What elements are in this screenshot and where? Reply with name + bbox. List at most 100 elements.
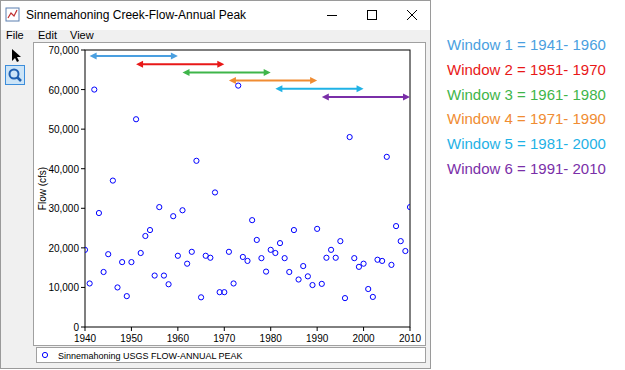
data-point <box>398 239 403 244</box>
x-tick-label: 1940 <box>74 333 97 344</box>
x-tick-label: 2010 <box>399 333 422 344</box>
y-tick <box>81 208 85 209</box>
window-label: Window 2 = 1951- 1970 <box>447 61 606 78</box>
arrow-shaft <box>232 80 314 82</box>
data-point <box>212 190 217 195</box>
close-button[interactable] <box>407 10 417 20</box>
data-point <box>347 134 352 139</box>
data-point <box>161 273 166 278</box>
data-point <box>106 252 111 257</box>
menu-item[interactable]: View <box>70 29 94 41</box>
arrow-head <box>310 77 317 84</box>
y-tick-label: 20,000 <box>48 243 79 254</box>
maximize-button[interactable] <box>368 11 377 20</box>
window-arrow <box>136 61 224 68</box>
y-tick <box>81 89 85 90</box>
arrow-head <box>136 61 143 68</box>
data-point <box>273 250 278 255</box>
y-tick-label: 50,000 <box>48 124 79 135</box>
data-point <box>115 285 120 290</box>
arrow-shaft <box>93 55 175 57</box>
data-point <box>319 281 324 286</box>
data-point <box>370 294 375 299</box>
chart-panel <box>34 43 426 346</box>
data-point <box>407 204 410 209</box>
minimize-button[interactable] <box>327 15 337 16</box>
data-point <box>254 237 259 242</box>
data-point <box>277 241 282 246</box>
close-line <box>407 10 417 20</box>
app-icon <box>6 8 19 21</box>
pointer-icon <box>12 49 21 62</box>
app-icon-line <box>8 10 17 18</box>
arrow-shaft <box>139 63 221 65</box>
data-point <box>250 218 255 223</box>
y-tick-label: 40,000 <box>48 164 79 175</box>
window-arrow <box>275 85 363 92</box>
data-point <box>180 208 185 213</box>
y-tick-label: 70,000 <box>48 45 79 56</box>
data-point <box>245 258 250 263</box>
data-point <box>175 253 180 258</box>
y-tick-label: 10,000 <box>48 282 79 293</box>
arrow-head <box>275 85 282 92</box>
data-point <box>231 281 236 286</box>
y-tick <box>81 247 85 248</box>
data-point <box>296 277 301 282</box>
data-point <box>301 263 306 268</box>
x-tick <box>85 327 86 331</box>
menu-item[interactable]: File <box>6 29 24 41</box>
data-point <box>268 247 273 252</box>
data-point <box>338 239 343 244</box>
data-point <box>324 255 329 260</box>
data-point <box>259 256 264 261</box>
data-point <box>352 256 357 261</box>
arrow-shaft <box>278 88 360 90</box>
y-tick <box>81 327 85 328</box>
menu-item[interactable]: Edit <box>38 29 57 41</box>
x-tick <box>177 327 178 331</box>
data-point <box>208 255 213 260</box>
data-point <box>143 233 148 238</box>
window-label: Window 5 = 1981- 2000 <box>447 135 606 152</box>
data-point <box>328 247 333 252</box>
arrow-head <box>322 94 329 101</box>
data-point <box>110 178 115 183</box>
data-point <box>389 262 394 267</box>
plot-area <box>85 83 410 301</box>
title-bar <box>1 1 430 30</box>
x-tick-label: 1980 <box>260 333 283 344</box>
x-tick <box>317 327 318 331</box>
y-tick <box>81 50 85 51</box>
data-point <box>380 258 385 263</box>
arrow-head <box>264 69 271 76</box>
data-point <box>236 83 241 88</box>
data-point <box>263 269 268 274</box>
data-point <box>305 274 310 279</box>
data-point <box>291 227 296 232</box>
data-point <box>356 264 361 269</box>
close-line <box>407 10 417 20</box>
zoom-tool[interactable] <box>6 66 25 85</box>
data-point <box>87 281 92 286</box>
zoom-icon <box>17 77 21 81</box>
x-tick-label: 1950 <box>120 333 143 344</box>
window-arrow <box>229 77 317 84</box>
data-point <box>315 226 320 231</box>
x-tick <box>363 327 364 331</box>
data-point <box>133 117 138 122</box>
arrow-shaft <box>325 96 407 98</box>
data-point <box>147 227 152 232</box>
data-point <box>171 214 176 219</box>
data-point <box>138 250 143 255</box>
data-point <box>152 273 157 278</box>
data-point <box>366 286 371 291</box>
data-point <box>166 282 171 287</box>
pointer-tool[interactable] <box>6 46 24 64</box>
window-label: Window 3 = 1961- 1980 <box>447 86 606 103</box>
y-tick <box>81 287 85 288</box>
data-point <box>194 158 199 163</box>
y-tick-label: 60,000 <box>48 85 79 96</box>
y-axis-label: Flow (cfs) <box>37 167 48 210</box>
data-point <box>198 295 203 300</box>
